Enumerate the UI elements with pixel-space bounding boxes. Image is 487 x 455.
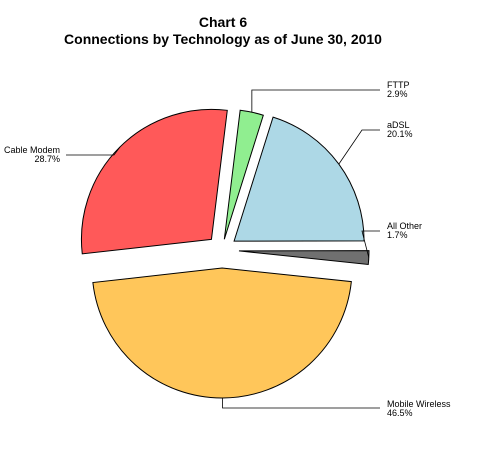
leader-line-all-other	[361, 230, 380, 258]
pie-slice-mobile-wireless	[92, 267, 352, 399]
chart-subtitle: Connections by Technology as of June 30,…	[64, 31, 382, 47]
chart-title: Chart 6	[199, 14, 247, 30]
leader-lines	[66, 89, 380, 409]
leader-line-adsl	[338, 129, 380, 165]
slice-value-adsl: 20.1%	[387, 129, 413, 139]
slice-value-all-other: 1.7%	[387, 230, 408, 240]
slice-label-mobile-wireless: Mobile Wireless	[387, 399, 451, 409]
slice-label-adsl: aDSL	[387, 120, 410, 130]
pie-slice-adsl	[233, 116, 365, 242]
slice-label-fttp: FTTP	[387, 80, 410, 90]
slice-value-cable-modem: 28.7%	[34, 154, 60, 164]
slice-value-mobile-wireless: 46.5%	[387, 408, 413, 418]
leader-line-fttp	[251, 89, 380, 113]
leader-line-cable-modem	[66, 146, 121, 156]
leader-line-mobile-wireless	[222, 397, 380, 409]
pie-slice-cable-modem	[81, 108, 228, 255]
pie-slices	[81, 108, 370, 399]
pie-slice-all-other	[238, 250, 370, 266]
slice-label-cable-modem: Cable Modem	[4, 145, 60, 155]
slice-label-all-other: All Other	[387, 221, 422, 231]
slice-value-fttp: 2.9%	[387, 89, 408, 99]
